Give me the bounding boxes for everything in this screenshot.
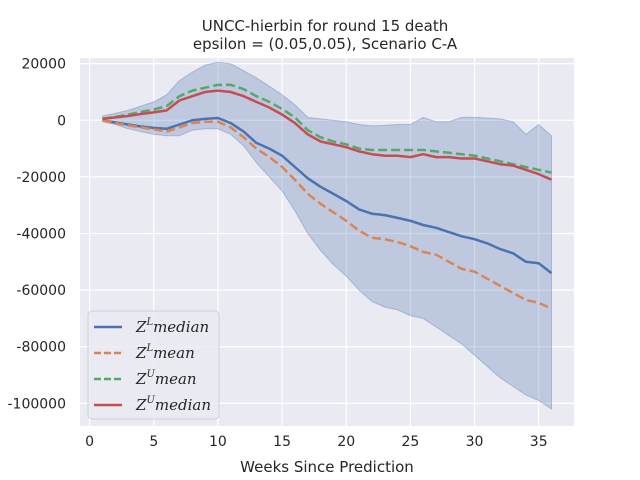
y-tick-label: -40000 <box>16 227 66 243</box>
legend-label: ZLmean <box>135 343 195 362</box>
x-tick-label: 25 <box>401 434 419 450</box>
series-line-z-l-mean <box>102 119 553 310</box>
x-tick-label: 10 <box>209 434 227 450</box>
y-tick-label: -100000 <box>8 396 67 412</box>
legend-label: ZUmean <box>135 369 197 388</box>
y-tick-label: 20000 <box>21 57 66 73</box>
y-tick-label: -60000 <box>16 283 66 299</box>
y-tick-label: -80000 <box>16 340 66 356</box>
y-tick-label: 0 <box>57 113 66 129</box>
x-tick-label: 5 <box>149 434 158 450</box>
chart-title: UNCC-hierbin for round 15 death <box>202 17 449 35</box>
y-axis-ticks: 20000 0 -20000 -40000 -60000 -80000 -100000 <box>8 57 67 413</box>
confidence-band-layer <box>102 61 552 410</box>
legend-label: ZLmedian <box>135 317 209 336</box>
y-tick-label: -20000 <box>16 170 66 186</box>
chart-subtitle: epsilon = (0.05,0.05), Scenario C-A <box>193 35 458 53</box>
series-layer <box>102 83 553 310</box>
x-tick-label: 35 <box>530 434 548 450</box>
legend-box <box>87 310 220 420</box>
legend: ZLmedian ZLmean ZUmean ZUmedian <box>87 310 220 420</box>
confidence-band <box>102 61 552 410</box>
x-tick-label: 20 <box>337 434 355 450</box>
legend-label: ZUmedian <box>135 395 211 414</box>
series-line-z-u-median <box>102 89 553 181</box>
x-tick-label: 15 <box>273 434 291 450</box>
x-tick-label: 30 <box>466 434 484 450</box>
x-axis-ticks: 0 5 10 15 20 25 30 35 <box>85 434 547 450</box>
series-line-z-l-median <box>102 116 553 275</box>
x-tick-label: 0 <box>85 434 94 450</box>
x-axis-label: Weeks Since Prediction <box>240 458 414 476</box>
series-line-z-u-mean <box>102 83 552 174</box>
